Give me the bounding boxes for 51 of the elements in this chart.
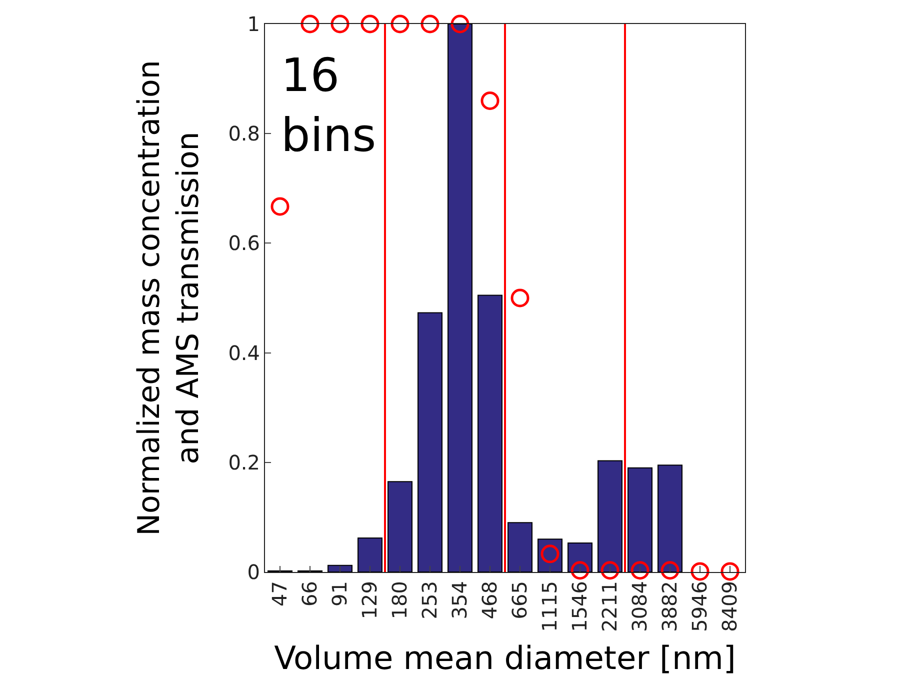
x-tick-label: 1115 xyxy=(538,581,562,632)
x-tick-label: 8409 xyxy=(718,581,742,632)
bar xyxy=(508,522,532,572)
point xyxy=(480,91,500,110)
x-tick-label: 468 xyxy=(478,581,502,620)
y-tick-label: 0.6 xyxy=(228,231,260,256)
point xyxy=(600,561,620,580)
x-axis-title: Volume mean diameter [nm] xyxy=(274,638,736,677)
x-tick-label: 180 xyxy=(388,581,412,620)
x-tick-label: 665 xyxy=(508,581,532,620)
bar xyxy=(628,467,652,572)
bar xyxy=(448,24,472,572)
x-tick-label: 129 xyxy=(358,581,382,620)
point xyxy=(690,562,710,581)
bar xyxy=(358,538,382,572)
y-tick-label: 0.4 xyxy=(228,340,260,365)
point xyxy=(390,14,410,34)
point xyxy=(330,14,350,34)
y-tick-label: 0.2 xyxy=(228,450,260,474)
point xyxy=(630,561,650,580)
point xyxy=(510,288,530,308)
x-tick-label: 354 xyxy=(448,581,472,620)
point xyxy=(570,561,590,580)
y-tick-label: 0 xyxy=(247,560,260,584)
point xyxy=(660,561,680,580)
bar xyxy=(598,460,622,572)
bar xyxy=(418,312,442,572)
y-tick-label: 0.8 xyxy=(228,122,260,146)
point xyxy=(270,197,290,216)
x-tick-label: 253 xyxy=(418,581,442,620)
point xyxy=(300,14,320,34)
point xyxy=(420,14,440,34)
x-tick-label: 3084 xyxy=(628,581,652,632)
bar xyxy=(328,564,352,572)
bar xyxy=(478,294,502,572)
bar xyxy=(658,464,682,572)
x-tick-label: 1546 xyxy=(568,581,592,632)
bar xyxy=(388,481,412,572)
annotation: 16 bins xyxy=(281,48,376,162)
x-tick-label: 66 xyxy=(298,581,322,606)
x-tick-label: 2211 xyxy=(598,581,622,632)
x-tick-label: 5946 xyxy=(688,581,712,632)
bar xyxy=(568,542,592,572)
x-tick-label: 91 xyxy=(328,581,352,606)
point xyxy=(720,562,740,581)
x-tick-label: 47 xyxy=(268,581,292,606)
point xyxy=(450,14,470,34)
y-axis-title: Normalized mass concentration and AMS transmission xyxy=(132,60,206,536)
y-tick-label: 1 xyxy=(247,12,260,36)
point xyxy=(360,14,380,34)
x-tick-label: 3882 xyxy=(658,581,682,632)
